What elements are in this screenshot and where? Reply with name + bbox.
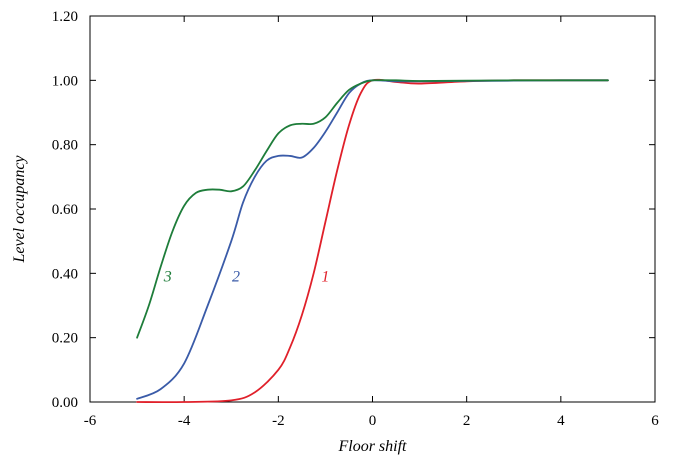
x-tick-label: 4 — [557, 413, 565, 429]
x-tick-label: -4 — [178, 413, 191, 429]
series-label-2: 2 — [232, 269, 240, 286]
series-line-3 — [136, 79, 609, 339]
axes — [89, 15, 656, 403]
y-tick-label: 1.00 — [52, 73, 78, 89]
y-tick-label: 0.80 — [52, 138, 78, 154]
series-labels: 1 2 3 — [163, 269, 330, 286]
x-tick-label: 0 — [369, 413, 377, 429]
series-line-2 — [136, 79, 609, 400]
x-tick-label: 2 — [463, 413, 471, 429]
x-tick-label: 6 — [651, 413, 659, 429]
x-tick-label: -6 — [84, 413, 97, 429]
ticks: -6 -4 -2 0 2 4 6 0.00 0.20 0.40 0.60 0.80 1.00 1.20 — [52, 9, 660, 429]
y-tick-label: 0.00 — [52, 395, 78, 411]
y-tick-label: 1.20 — [52, 9, 78, 25]
y-axis-label: Level occupancy — [11, 155, 28, 264]
y-tick-label: 0.60 — [52, 202, 78, 218]
y-tick-label: 0.40 — [52, 266, 78, 282]
series-label-1: 1 — [321, 269, 329, 286]
series-line-1 — [136, 78, 609, 404]
x-axis-label: Floor shift — [337, 438, 407, 455]
y-tick-label: 0.20 — [52, 331, 78, 347]
series-label-3: 3 — [163, 269, 172, 286]
x-tick-label: -2 — [272, 413, 285, 429]
series-lines — [136, 78, 609, 404]
plot-frame — [89, 15, 656, 403]
